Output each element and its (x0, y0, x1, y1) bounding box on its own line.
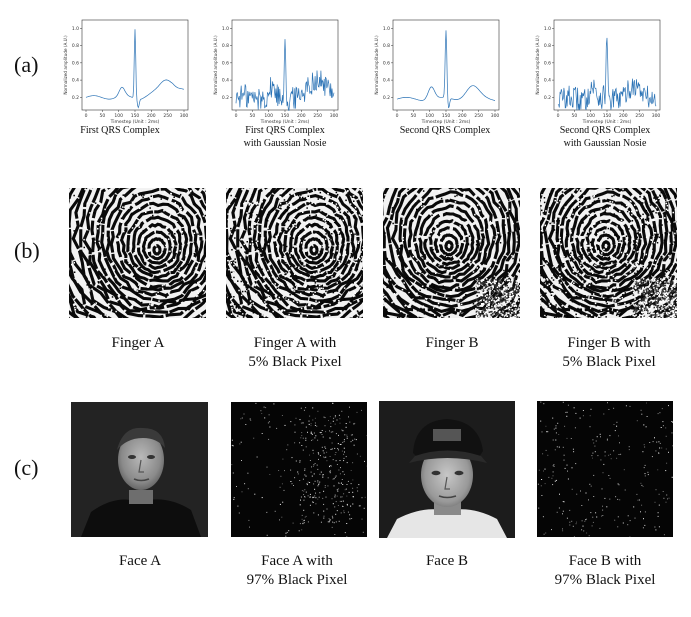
ecg-x-tick-label: 50 (249, 113, 255, 119)
ecg-x-tick-label: 50 (571, 113, 577, 119)
ecg-y-tick-label: 0.6 (72, 60, 79, 66)
ecg-plot-2: 0 50 100 150 200 250 300 0.2 0.4 0.6 0.8 1.0 Timeste… (213, 19, 339, 124)
row-label-b: (b) (14, 238, 40, 263)
ecg-x-tick-label: 300 (491, 113, 500, 119)
ecg-y-tick-label: 1.0 (222, 26, 229, 32)
ecg-x-tick-label: 250 (313, 113, 322, 119)
face-b-photo (379, 401, 515, 538)
face-b-noisy (537, 401, 673, 537)
fingerprint-caption-2: Finger A with 5% Black Pixel (248, 335, 342, 370)
ecg-x-tick-label: 250 (474, 113, 483, 119)
ecg-x-tick-label: 300 (652, 113, 661, 119)
ecg-series-line (235, 39, 335, 111)
ecg-y-label: Normalized amplitude (A.U.) (213, 35, 218, 95)
ecg-y-tick-label: 0.4 (383, 78, 390, 84)
ecg-caption-3: Second QRS Complex (399, 125, 491, 136)
ecg-x-tick-label: 50 (410, 113, 416, 119)
ecg-y-tick-label: 0.8 (544, 43, 551, 49)
ecg-y-tick-label: 0.2 (72, 95, 79, 101)
face-a-noisy (231, 402, 367, 537)
face-a-photo (71, 402, 208, 537)
ecg-plot-4: 0 50 100 150 200 250 300 0.2 0.4 0.6 0.8 1.0 Timeste… (535, 19, 661, 124)
ecg-y-tick-label: 0.2 (222, 95, 229, 101)
ecg-series-line (85, 29, 185, 109)
ecg-y-tick-label: 0.4 (222, 78, 229, 84)
ecg-x-tick-label: 150 (603, 113, 612, 119)
ecg-y-label: Normalized amplitude (A.U.) (535, 35, 540, 95)
ecg-y-tick-label: 0.2 (544, 95, 551, 101)
ecg-x-label: Timestep (Unit : 2ms) (582, 119, 632, 124)
ecg-x-tick-label: 200 (297, 113, 306, 119)
ecg-x-tick-label: 250 (635, 113, 644, 119)
fingerprint-b-noisy (540, 188, 677, 318)
ecg-y-tick-label: 1.0 (383, 26, 390, 32)
ecg-x-tick-label: 300 (330, 113, 339, 119)
ecg-x-tick-label: 200 (619, 113, 628, 119)
ecg-y-label: Normalized amplitude (A.U.) (63, 35, 68, 95)
ecg-x-label: Timestep (Unit : 2ms) (110, 119, 160, 124)
ecg-x-tick-label: 100 (114, 113, 123, 119)
ecg-series-line (396, 30, 496, 109)
face-caption-3: Face B (425, 553, 469, 569)
ecg-x-tick-label: 0 (235, 113, 238, 119)
ecg-caption-1: First QRS Complex (80, 125, 160, 136)
fingerprint-caption-3: Finger B (425, 335, 479, 351)
ecg-y-tick-label: 0.4 (72, 78, 79, 84)
ecg-y-tick-label: 0.8 (383, 43, 390, 49)
ecg-x-tick-label: 200 (458, 113, 467, 119)
row-label-a: (a) (14, 52, 39, 77)
ecg-x-tick-label: 0 (396, 113, 399, 119)
ecg-y-tick-label: 0.6 (544, 60, 551, 66)
face-caption-2: Face A with 97% Black Pixel (246, 553, 348, 588)
fingerprint-a (69, 188, 206, 318)
ecg-x-tick-label: 200 (147, 113, 156, 119)
ecg-x-tick-label: 0 (85, 113, 88, 119)
fingerprint-a-noisy (226, 188, 363, 318)
ecg-y-tick-label: 0.8 (222, 43, 229, 49)
ecg-x-tick-label: 150 (442, 113, 451, 119)
ecg-caption-4: Second QRS Complex with Gaussian Nosie (559, 125, 651, 149)
ecg-caption-2: First QRS Complex with Gaussian Nosie (243, 125, 327, 149)
ecg-y-tick-label: 1.0 (72, 26, 79, 32)
ecg-y-tick-label: 0.8 (72, 43, 79, 49)
ecg-y-tick-label: 0.2 (383, 95, 390, 101)
ecg-x-tick-label: 100 (264, 113, 273, 119)
ecg-x-tick-label: 250 (163, 113, 172, 119)
ecg-x-tick-label: 150 (131, 113, 140, 119)
ecg-x-tick-label: 100 (425, 113, 434, 119)
face-caption-1: Face A (118, 553, 162, 569)
ecg-y-tick-label: 0.4 (544, 78, 551, 84)
fingerprint-caption-1: Finger A (111, 335, 165, 351)
fingerprint-caption-4: Finger B with 5% Black Pixel (562, 335, 656, 370)
ecg-y-label: Normalized amplitude (A.U.) (374, 35, 379, 95)
ecg-x-tick-label: 50 (99, 113, 105, 119)
ecg-plot-3: 0 50 100 150 200 250 300 0.2 0.4 0.6 0.8 1.0 Timeste… (374, 19, 500, 124)
ecg-plot-1: 0 50 100 150 200 250 300 0.2 0.4 0.6 0.8 1.0 Timeste… (63, 19, 189, 124)
fingerprint-b (383, 188, 520, 318)
ecg-x-label: Timestep (Unit : 2ms) (421, 119, 471, 124)
ecg-axes-frame (553, 19, 661, 111)
ecg-x-tick-label: 100 (586, 113, 595, 119)
ecg-series-line (557, 37, 657, 111)
ecg-x-tick-label: 300 (180, 113, 189, 119)
ecg-x-tick-label: 150 (281, 113, 290, 119)
ecg-y-tick-label: 0.6 (222, 60, 229, 66)
ecg-x-tick-label: 0 (557, 113, 560, 119)
ecg-y-tick-label: 1.0 (544, 26, 551, 32)
face-caption-4: Face B with 97% Black Pixel (554, 553, 656, 588)
ecg-x-label: Timestep (Unit : 2ms) (260, 119, 310, 124)
ecg-y-tick-label: 0.6 (383, 60, 390, 66)
row-label-c: (c) (14, 455, 39, 480)
